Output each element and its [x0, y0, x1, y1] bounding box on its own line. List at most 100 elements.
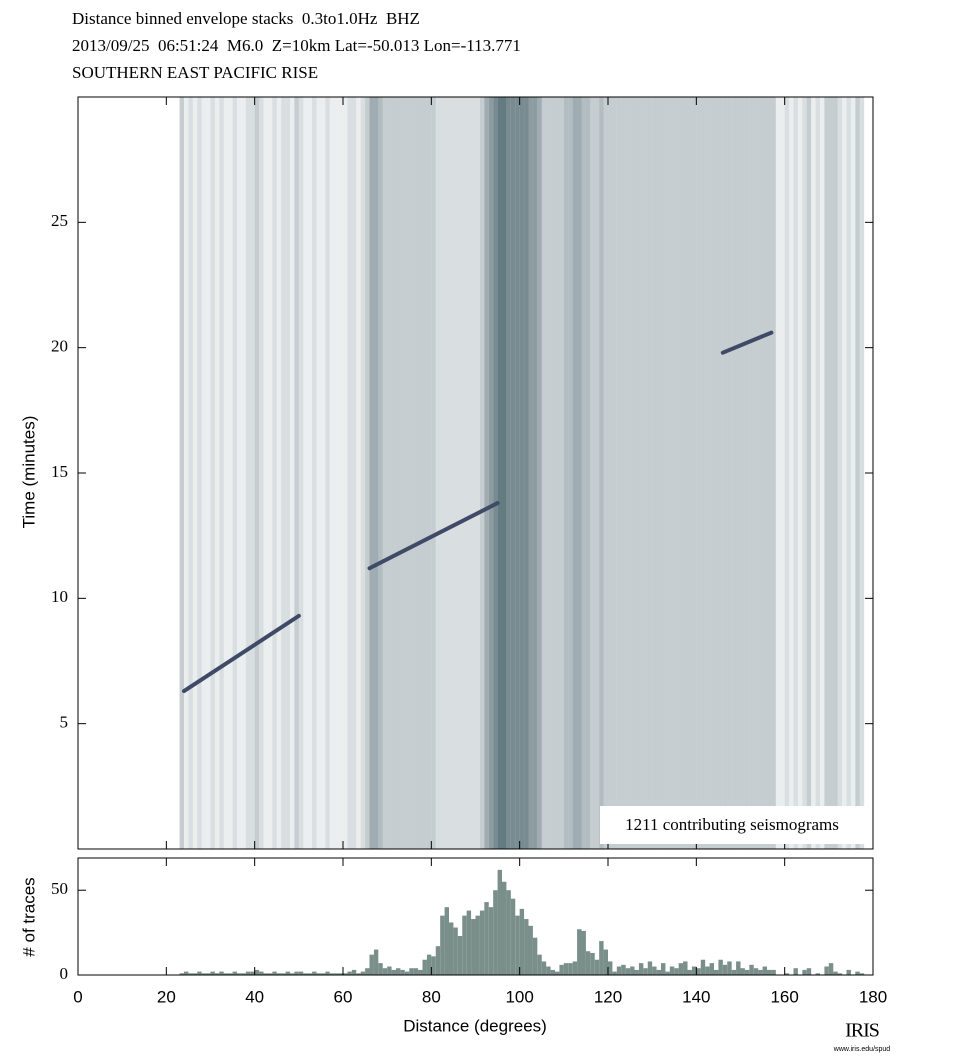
histogram-bar: [241, 973, 246, 975]
envelope-column: [259, 97, 264, 849]
histogram-bar: [466, 910, 472, 975]
envelope-column: [647, 97, 653, 849]
envelope-column: [426, 97, 432, 849]
envelope-column: [228, 97, 233, 849]
envelope-column: [718, 97, 723, 849]
envelope-column: [418, 97, 423, 849]
histogram-bar: [700, 959, 706, 975]
histogram-bar: [550, 969, 555, 975]
envelope-column: [811, 97, 816, 849]
envelope-column: [599, 97, 604, 849]
envelope-column: [396, 97, 401, 849]
histogram-bar: [223, 973, 229, 975]
histogram-bar: [404, 971, 410, 975]
x-tick-label: 100: [505, 987, 533, 1006]
histogram-bar: [387, 966, 392, 975]
envelope-column: [356, 97, 361, 849]
x-tick-label: 180: [859, 987, 887, 1006]
histogram-bar: [316, 973, 321, 975]
histogram-bar: [502, 881, 507, 975]
histogram-bar: [444, 907, 449, 975]
envelope-column: [850, 97, 856, 849]
histogram-bar: [608, 961, 613, 975]
histogram-bar: [347, 971, 352, 975]
histogram-bar: [493, 890, 498, 975]
envelope-column: [784, 97, 790, 849]
envelope-column: [118, 97, 122, 849]
annotation-box: [600, 806, 865, 844]
histogram-bar: [740, 968, 745, 975]
envelope-column: [727, 97, 732, 849]
envelope-column: [166, 97, 170, 849]
histogram-bar: [585, 951, 591, 975]
x-tick-label: 140: [682, 987, 710, 1006]
histogram-bar: [250, 971, 255, 975]
histogram-bar: [396, 968, 401, 975]
histogram-bar: [510, 898, 516, 975]
histogram-bar: [440, 915, 445, 975]
histogram-bar: [294, 971, 299, 975]
envelope-column: [214, 97, 220, 849]
histogram-bar: [184, 971, 189, 975]
envelope-column: [846, 97, 851, 849]
envelope-column: [378, 97, 383, 849]
envelope-column: [241, 97, 246, 849]
envelope-column: [440, 97, 445, 849]
title-line: SOUTHERN EAST PACIFIC RISE: [72, 63, 318, 82]
envelope-column: [351, 97, 357, 849]
histogram-bar: [572, 961, 578, 975]
envelope-column: [329, 97, 335, 849]
histogram-bar: [254, 969, 260, 975]
envelope-column: [714, 97, 719, 849]
envelope-column: [652, 97, 657, 849]
envelope-column: [705, 97, 710, 849]
envelope-column: [153, 97, 157, 849]
envelope-column: [789, 97, 794, 849]
histogram-bar: [457, 936, 463, 975]
envelope-column: [338, 97, 343, 849]
envelope-column: [312, 97, 317, 849]
histogram-bar: [462, 915, 467, 975]
envelope-column: [577, 97, 582, 849]
envelope-column: [294, 97, 299, 849]
envelope-column: [404, 97, 410, 849]
histogram-bar: [833, 971, 838, 975]
histogram-bar: [426, 954, 432, 975]
histogram-bar: [281, 973, 286, 975]
envelope-column: [510, 97, 516, 849]
envelope-column: [272, 97, 277, 849]
histogram-bar: [669, 966, 675, 975]
histogram-bar: [214, 973, 220, 975]
envelope-column: [555, 97, 560, 849]
envelope-column: [303, 97, 308, 849]
envelope-column: [700, 97, 706, 849]
histogram-bar: [731, 969, 737, 975]
histogram-bar: [418, 969, 423, 975]
histogram-bar: [524, 919, 529, 975]
envelope-column: [669, 97, 675, 849]
histogram-bar: [559, 964, 564, 975]
envelope-column: [413, 97, 419, 849]
title-line: Distance binned envelope stacks 0.3to1.0…: [72, 9, 420, 28]
y-tick-label: 15: [51, 462, 68, 481]
histogram-bar: [356, 973, 361, 975]
envelope-column: [537, 97, 542, 849]
envelope-column: [466, 97, 472, 849]
envelope-column: [457, 97, 463, 849]
histogram-bar: [718, 959, 723, 975]
logo-url: www.iris.edu/spud: [833, 1046, 891, 1053]
envelope-column: [91, 97, 95, 849]
envelope-column: [824, 97, 829, 849]
histogram-bar: [722, 964, 728, 975]
histogram-bar: [736, 961, 741, 975]
envelope-column: [158, 97, 162, 849]
envelope-column: [135, 97, 139, 849]
histogram-bar: [683, 961, 688, 975]
envelope-column: [373, 97, 379, 849]
envelope-column: [285, 97, 290, 849]
envelope-column: [250, 97, 255, 849]
histogram-bar: [691, 966, 697, 975]
histogram-bar: [705, 966, 710, 975]
histogram-bar: [519, 908, 525, 975]
envelope-column: [585, 97, 591, 849]
